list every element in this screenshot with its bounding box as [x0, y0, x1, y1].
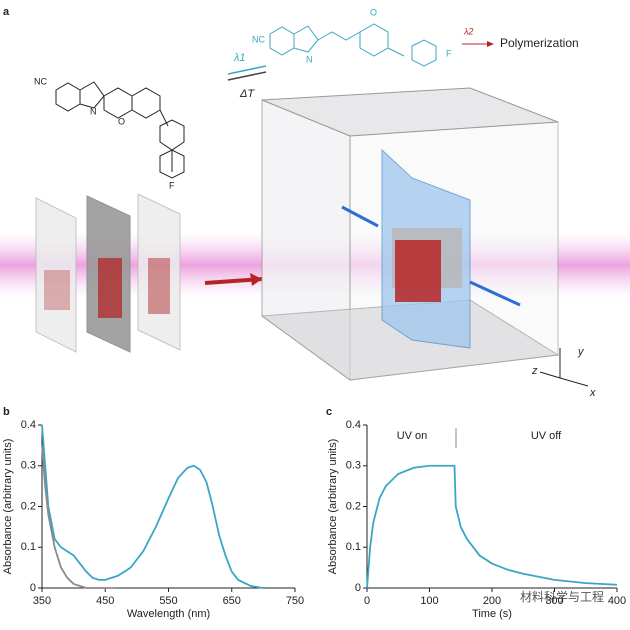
y-axis-label: Absorbance (arbitrary units): [327, 439, 339, 575]
annotation: UV on: [397, 430, 428, 442]
panel-label: c: [326, 406, 332, 418]
lambda2-label: λ2: [463, 26, 473, 36]
x-axis-label: Wavelength (nm): [127, 608, 210, 620]
axes-glyph: [539, 348, 589, 387]
atom-label: NC: [34, 76, 47, 86]
mask-slides: [35, 193, 181, 353]
y-tick-label: 0.1: [346, 541, 361, 553]
x-tick-label: 750: [286, 595, 304, 607]
glass-cube: [260, 87, 560, 381]
x-tick-label: 300: [545, 595, 563, 607]
x-tick-label: 200: [483, 595, 501, 607]
y-tick-label: 0: [355, 582, 361, 594]
watermark: 材料科学与工程: [520, 589, 604, 604]
y-tick-label: 0.4: [346, 419, 361, 431]
arrow-head: [487, 41, 494, 47]
molecule-closed: [55, 81, 185, 179]
axis-x: x: [589, 387, 596, 399]
y-tick-label: 0.3: [346, 460, 361, 472]
atom-label: F: [169, 180, 175, 190]
x-tick-label: 100: [420, 595, 438, 607]
arrow-head: [250, 273, 262, 286]
data-line: [41, 445, 118, 589]
y-tick-label: 0.2: [21, 500, 36, 512]
x-tick-label: 650: [223, 595, 241, 607]
atom-label: N: [90, 106, 97, 116]
atom-label: NC: [252, 34, 265, 44]
molecule-open: [269, 23, 437, 67]
equilibrium-arrow: [227, 71, 267, 81]
y-tick-label: 0.1: [21, 541, 36, 553]
atom-label: F: [446, 48, 452, 58]
y-tick-label: 0.2: [346, 500, 361, 512]
x-tick-label: 450: [96, 595, 114, 607]
y-tick-label: 0.3: [21, 460, 36, 472]
x-tick-label: 550: [159, 595, 177, 607]
y-tick-label: 0: [30, 582, 36, 594]
x-tick-label: 400: [608, 595, 626, 607]
equilibrium-arrow: [227, 65, 267, 75]
annotation: UV off: [531, 430, 562, 442]
y-axis-label: Absorbance (arbitrary units): [2, 439, 14, 575]
atom-label: O: [118, 116, 125, 126]
axis-z: z: [531, 365, 538, 377]
x-tick-label: 350: [33, 595, 51, 607]
panel-label: b: [3, 406, 10, 418]
atom-label: N: [306, 54, 313, 64]
axis-y: y: [577, 346, 585, 358]
data-line: [366, 464, 618, 589]
polymerization-label: Polymerization: [500, 36, 579, 50]
lambda1-label: λ1: [233, 52, 246, 64]
delta-t-label: ΔT: [239, 88, 255, 100]
x-axis-label: Time (s): [472, 608, 512, 620]
atom-label: O: [370, 7, 377, 17]
panel-label: a: [3, 6, 10, 18]
data-line: [41, 424, 264, 589]
x-tick-label: 0: [364, 595, 370, 607]
y-tick-label: 0.4: [21, 419, 36, 431]
